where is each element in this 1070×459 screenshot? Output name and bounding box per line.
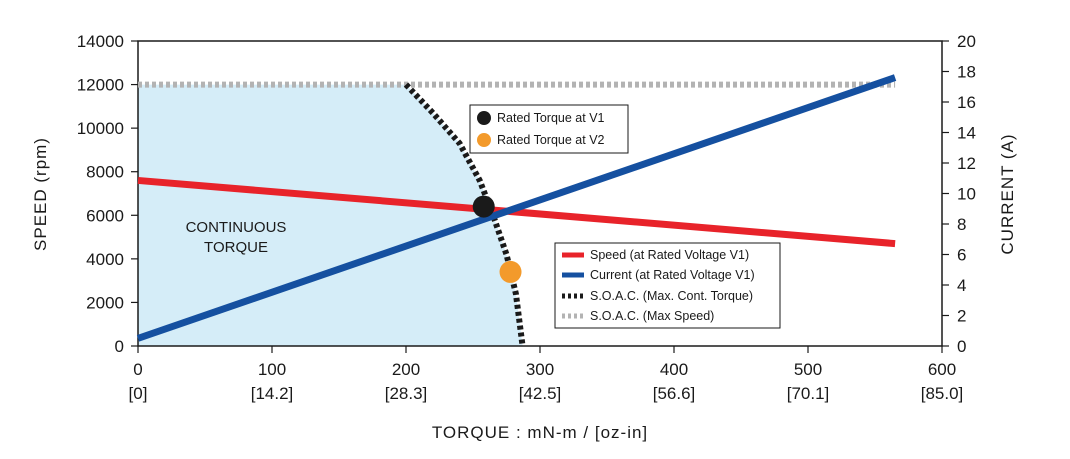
y-right-tick-label: 16 — [957, 93, 976, 112]
y-right-tick-label: 18 — [957, 63, 976, 82]
x-tick-label-secondary: [0] — [129, 384, 148, 403]
marker-legend-swatch-v1 — [477, 111, 491, 125]
x-tick-label: 400 — [660, 360, 688, 379]
x-tick-label: 600 — [928, 360, 956, 379]
y-left-tick-label: 8000 — [86, 163, 124, 182]
y-right-tick-label: 8 — [957, 215, 966, 234]
legend-label-soac-torque: S.O.A.C. (Max. Cont. Torque) — [590, 289, 753, 303]
y-left-tick-label: 6000 — [86, 206, 124, 225]
region-label-line-2: TORQUE — [204, 239, 268, 256]
legend-label-speed: Speed (at Rated Voltage V1) — [590, 248, 749, 262]
y-axis-right-title: CURRENT (A) — [998, 133, 1017, 254]
x-tick-label-secondary: [42.5] — [519, 384, 562, 403]
region-label-line-1: CONTINUOUS — [186, 219, 287, 236]
y-right-tick-label: 2 — [957, 307, 966, 326]
y-left-tick-label: 10000 — [77, 119, 124, 138]
series-line-current-at-rated-voltage-v1 — [136, 74, 897, 342]
series-line-speed-at-rated-voltage-v1 — [137, 176, 896, 248]
y-right-tick-label: 0 — [957, 337, 966, 356]
x-axis-title: TORQUE : mN-m / [oz-in] — [432, 423, 648, 442]
x-tick-label-secondary: [85.0] — [921, 384, 964, 403]
x-tick-label-secondary: [14.2] — [251, 384, 294, 403]
legend-label-current: Current (at Rated Voltage V1) — [590, 268, 755, 282]
y-left-tick-label: 0 — [115, 337, 124, 356]
marker-legend-label-v2: Rated Torque at V2 — [497, 133, 605, 147]
x-tick-label-secondary: [28.3] — [385, 384, 428, 403]
x-tick-label-secondary: [56.6] — [653, 384, 696, 403]
y-left-tick-label: 4000 — [86, 250, 124, 269]
y-right-tick-label: 14 — [957, 124, 976, 143]
series-legend: Speed (at Rated Voltage V1) Current (at … — [554, 242, 781, 329]
x-tick-label: 300 — [526, 360, 554, 379]
marker-legend-label-v1: Rated Torque at V1 — [497, 111, 605, 125]
y-right-tick-label: 20 — [957, 32, 976, 51]
y-right-tick-label: 12 — [957, 154, 976, 173]
x-tick-label: 200 — [392, 360, 420, 379]
y-right-tick-label: 10 — [957, 185, 976, 204]
continuous-torque-region — [138, 84, 523, 347]
marker-rated-torque-v2 — [499, 260, 522, 283]
y-left-tick-label: 14000 — [77, 32, 124, 51]
x-tick-label: 0 — [133, 360, 142, 379]
x-tick-label: 500 — [794, 360, 822, 379]
y-right-tick-label: 4 — [957, 276, 966, 295]
y-axis-left-title: SPEED (rpm) — [31, 137, 50, 251]
y-left-tick-label: 2000 — [86, 293, 124, 312]
y-left-tick-label: 12000 — [77, 76, 124, 95]
marker-rated-torque-v1 — [472, 195, 495, 218]
y-right-tick-label: 6 — [957, 246, 966, 265]
x-tick-label: 100 — [258, 360, 286, 379]
legend-label-soac-speed: S.O.A.C. (Max Speed) — [590, 309, 714, 323]
marker-legend: Rated Torque at V1 Rated Torque at V2 — [469, 104, 629, 154]
x-tick-label-secondary: [70.1] — [787, 384, 830, 403]
marker-legend-swatch-v2 — [477, 133, 491, 147]
